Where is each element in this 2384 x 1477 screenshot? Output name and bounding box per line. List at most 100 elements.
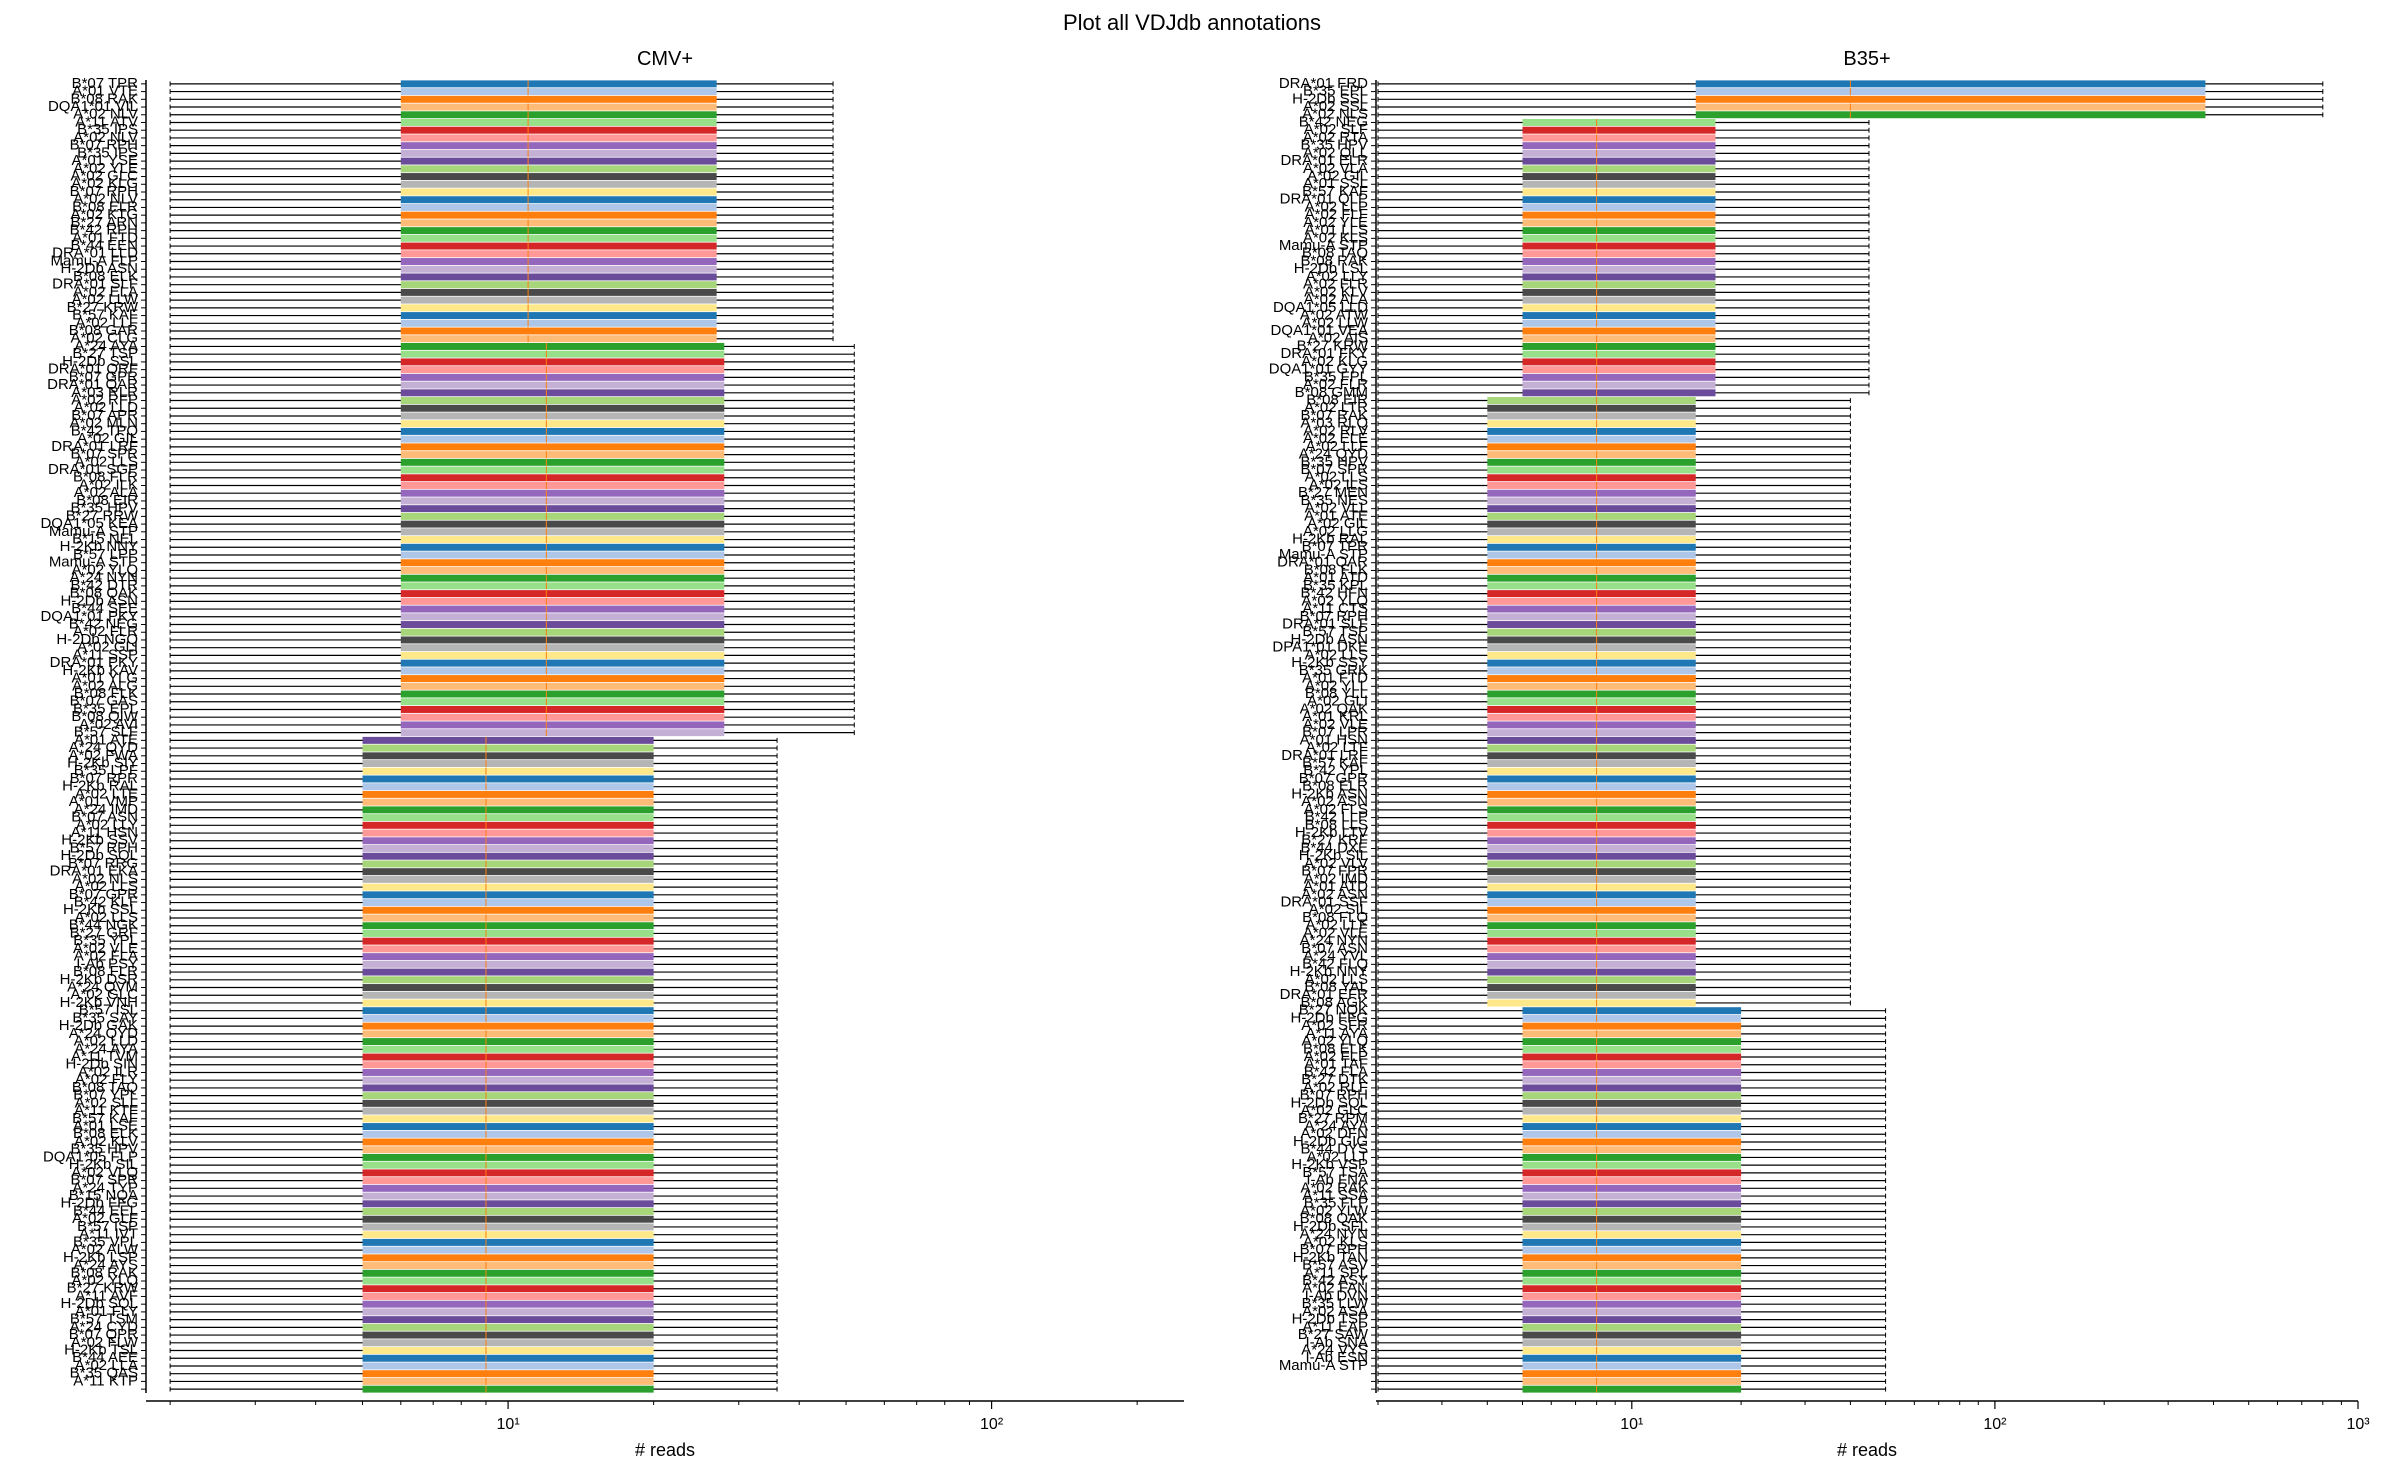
box-body-cmv-30 (400, 312, 717, 320)
y-tick-label-cmv-152: H-2Kb LSP (63, 1249, 138, 1266)
y-tick-label-cmv-57: DQA1*05 KEA (40, 515, 138, 532)
box-body-b35-111 (1487, 937, 1696, 945)
box-body-b35-86 (1487, 744, 1696, 752)
y-tick-label-cmv-74: A*11 SSP (72, 646, 138, 663)
box-body-cmv-52 (400, 482, 725, 489)
box-b35-19 (1377, 227, 1870, 235)
box-body-b35-17 (1522, 211, 1716, 219)
box-cmv-47 (169, 443, 855, 451)
box-body-cmv-163 (362, 1339, 654, 1347)
box-cmv-64 (169, 574, 855, 582)
x-tick-label-b35-1: 10² (1983, 1416, 2007, 1433)
y-tick-label-b35-73: DPA1*01 DKE (1272, 639, 1368, 656)
box-body-b35-150 (1522, 1238, 1742, 1246)
y-tick-label-b35-143: A*02 RAK (1300, 1179, 1368, 1196)
y-tick-label-b35-40: B*08 GMM (1295, 384, 1368, 401)
y-tick-label-b35-66: B*42 HFN (1300, 585, 1368, 602)
box-b35-41 (1377, 397, 1851, 405)
box-b35-127 (1377, 1061, 1887, 1069)
box-body-cmv-147 (362, 1215, 654, 1223)
box-body-b35-78 (1487, 682, 1696, 690)
box-body-cmv-162 (362, 1331, 654, 1339)
box-body-cmv-81 (400, 705, 725, 713)
box-cmv-137 (169, 1138, 778, 1146)
box-body-cmv-16 (400, 203, 717, 211)
box-b35-161 (1377, 1323, 1887, 1331)
box-cmv-134 (169, 1115, 778, 1123)
box-body-b35-142 (1522, 1177, 1742, 1185)
box-cmv-107 (169, 906, 778, 914)
box-b35-63 (1377, 566, 1851, 574)
box-cmv-65 (169, 582, 855, 590)
box-body-b35-101 (1487, 860, 1696, 868)
y-tick-label-cmv-160: B*57 TSM (70, 1311, 138, 1328)
box-body-cmv-4 (400, 111, 717, 119)
y-tick-label-b35-138: B*44 DYS (1300, 1141, 1368, 1158)
box-body-cmv-85 (362, 736, 654, 744)
box-b35-118 (1377, 991, 1851, 999)
box-cmv-165 (169, 1354, 778, 1362)
y-tick-label-b35-154: A*11 SPL (1304, 1264, 1368, 1281)
y-tick-label-b35-25: A*02 LLY (1306, 268, 1368, 285)
y-tick-label-cmv-65: B*42 DTR (70, 577, 138, 594)
y-tick-label-b35-99: B*44 DXE (1300, 839, 1368, 856)
box-cmv-147 (169, 1215, 778, 1223)
box-cmv-51 (169, 474, 855, 482)
box-cmv-57 (169, 520, 855, 528)
box-body-b35-70 (1487, 621, 1696, 628)
box-body-cmv-39 (400, 381, 725, 389)
box-cmv-105 (169, 891, 778, 899)
box-b35-135 (1377, 1123, 1887, 1131)
box-body-cmv-27 (400, 288, 717, 296)
box-body-b35-2 (1695, 95, 2206, 103)
box-body-b35-96 (1487, 821, 1696, 829)
box-cmv-152 (169, 1254, 778, 1262)
y-tick-label-cmv-138: B*35 HPV (70, 1141, 138, 1158)
box-body-cmv-28 (400, 296, 717, 304)
box-body-cmv-20 (400, 234, 717, 242)
box-body-cmv-11 (400, 165, 717, 173)
box-body-cmv-128 (362, 1068, 654, 1076)
y-tick-label-cmv-162: B*07 QPR (69, 1326, 138, 1343)
y-tick-label-b35-125: B*08 ELK (1303, 1040, 1368, 1057)
box-b35-86 (1377, 744, 1851, 752)
y-tick-label-b35-60: B*07 TPR (1302, 538, 1369, 555)
box-cmv-99 (169, 845, 778, 852)
y-tick-label-cmv-17: A*02 KTG (70, 206, 138, 223)
box-body-b35-64 (1487, 574, 1696, 582)
box-cmv-160 (169, 1316, 778, 1324)
box-series-b35 (1377, 80, 2324, 1393)
box-body-cmv-152 (362, 1254, 654, 1262)
y-tick-label-b35-18: A*02 YLE (1303, 214, 1368, 231)
box-cmv-9 (169, 149, 834, 157)
y-tick-label-b35-130: A*02 RLF (1303, 1079, 1368, 1096)
box-cmv-126 (169, 1053, 778, 1061)
y-tick-label-cmv-87: A*02 FWA (69, 747, 138, 764)
y-tick-label-b35-103: A*02 IMD (1304, 870, 1368, 887)
box-body-b35-126 (1522, 1053, 1742, 1061)
box-body-b35-99 (1487, 845, 1696, 852)
y-tick-label-b35-120: B*27 NQK (1299, 1002, 1368, 1019)
box-cmv-157 (169, 1292, 778, 1300)
box-cmv-138 (169, 1146, 778, 1154)
y-tick-label-b35-19: A*01 LLS (1305, 222, 1368, 239)
y-tick-label-b35-149: A*24 NYN (1300, 1226, 1368, 1243)
box-body-cmv-26 (400, 281, 717, 289)
box-b35-48 (1377, 451, 1851, 459)
box-b35-93 (1377, 798, 1851, 806)
box-body-cmv-19 (400, 227, 717, 235)
box-b35-51 (1377, 474, 1851, 482)
y-tick-label-cmv-48: B*07 SPR (70, 446, 138, 463)
y-tick-label-b35-145: B*35 FLP (1304, 1195, 1368, 1212)
box-b35-122 (1377, 1022, 1887, 1030)
box-body-cmv-132 (362, 1099, 654, 1107)
y-tick-label-cmv-38: B*07 GPR (69, 368, 138, 385)
box-body-cmv-74 (400, 651, 725, 659)
box-body-cmv-119 (362, 999, 654, 1007)
box-b35-34 (1377, 342, 1870, 350)
box-cmv-164 (169, 1347, 778, 1354)
box-cmv-32 (169, 327, 834, 335)
box-body-cmv-91 (362, 783, 654, 791)
box-b35-133 (1377, 1107, 1887, 1115)
